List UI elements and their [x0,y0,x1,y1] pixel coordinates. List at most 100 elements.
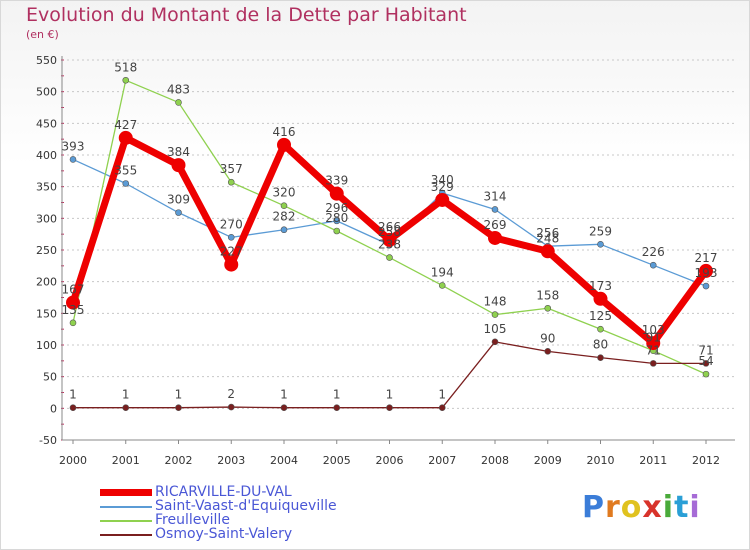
data-point [386,254,393,261]
legend-label: Saint-Vaast-d'Equiqueville [155,498,337,514]
x-tick-label: 2001 [112,454,140,467]
y-tick-label: 100 [36,339,57,352]
data-label: 148 [484,295,507,309]
x-tick-label: 2005 [323,454,351,467]
data-point [227,403,235,411]
logo-letter: P [582,490,605,525]
y-tick-label: 300 [36,212,57,225]
data-point [280,202,288,209]
data-label: 194 [431,265,454,279]
data-label: 1 [122,388,130,402]
x-tick-label: 2008 [481,454,509,467]
data-label: 416 [273,125,296,139]
y-tick-label: 450 [36,117,57,130]
data-point [175,99,182,106]
data-label: 1 [69,388,77,402]
chart-title: Evolution du Montant de la Dette par Hab… [26,4,467,26]
data-label: 248 [536,231,559,245]
data-label: 258 [378,225,401,239]
y-tick-label: 400 [36,149,57,162]
data-point [333,227,341,235]
data-label: 1 [333,388,341,402]
data-point [544,304,552,312]
data-point [382,232,397,247]
legend-swatch [100,489,152,496]
data-point [333,217,341,225]
legend-swatch [100,506,152,508]
data-point [491,311,499,318]
data-label: 91 [646,331,661,345]
legend-swatch [100,520,152,522]
data-point [438,404,446,412]
data-label: 1 [280,388,288,402]
data-label: 90 [540,331,555,345]
x-tick-label: 2012 [692,454,720,467]
data-point [702,360,710,367]
logo-letter: i [662,490,675,525]
logo-letter: i [689,490,701,525]
data-point [593,291,608,306]
data-point [175,209,182,216]
x-tick-label: 2002 [165,454,193,467]
data-label: 427 [114,118,137,132]
data-point [597,325,604,333]
data-point [224,257,239,272]
data-point [118,130,133,145]
x-tick-label: 2000 [59,454,87,467]
logo-letter: x [642,490,663,525]
data-point [699,263,713,278]
x-tick-label: 2011 [639,454,667,467]
data-point [649,360,657,367]
data-label: 167 [62,283,85,297]
data-point [277,137,291,152]
logo-letter: t [674,490,690,525]
legend-label: Osmoy-Saint-Valery [155,526,293,542]
data-point [438,282,446,289]
data-point [597,354,604,361]
chart-subtitle: (en €) [26,28,59,41]
data-point [544,348,552,355]
data-label: 193 [695,266,718,280]
y-tick-label: 150 [36,307,57,320]
logo-letter: o [620,490,643,525]
data-label: 355 [114,164,137,178]
data-point [491,206,499,213]
data-point [122,76,130,84]
x-tick-label: 2004 [270,454,298,467]
data-point [649,261,657,269]
data-label: 384 [167,145,190,159]
data-label: 1 [386,388,394,402]
data-label: 329 [431,180,454,194]
data-point [329,186,344,201]
data-point [227,234,235,241]
data-label: 1 [175,388,183,402]
data-point [491,338,499,346]
x-tick-label: 2006 [376,454,404,467]
data-label: 238 [378,238,401,252]
x-tick-label: 2007 [428,454,456,467]
data-point [171,158,186,173]
data-point [122,404,130,412]
y-tick-label: 50 [43,371,57,384]
data-label: 518 [114,60,137,74]
data-label: 1 [438,388,446,402]
proxiti-logo: Proxiti [582,490,701,525]
data-point [333,404,341,412]
data-label: 339 [325,174,348,188]
y-tick-label: 500 [36,86,57,99]
data-point [122,180,130,187]
data-label: 266 [378,220,401,234]
y-tick-label: 0 [50,402,57,415]
data-point [540,244,555,259]
data-point [227,178,235,186]
data-label: 309 [167,193,190,207]
x-tick-label: 2003 [217,454,245,467]
data-label: 227 [220,245,243,259]
data-point [175,404,182,412]
data-label: 54 [698,354,713,368]
data-point [435,192,450,207]
data-point [386,404,393,412]
legend-label: Freulleville [155,512,230,528]
